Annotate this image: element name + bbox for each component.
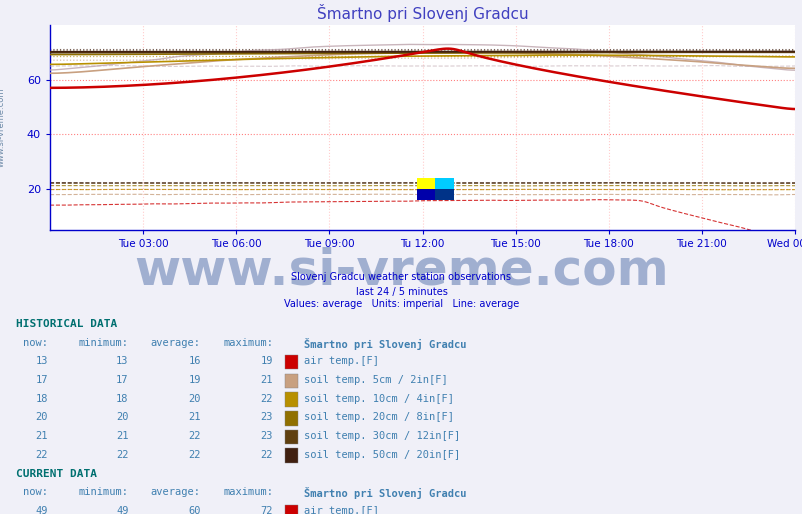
Text: CURRENT DATA: CURRENT DATA [16, 469, 97, 479]
Text: www.si-vreme.com: www.si-vreme.com [0, 88, 6, 167]
Text: 23: 23 [260, 431, 273, 441]
Bar [435, 189, 453, 200]
Text: last 24 / 5 minutes: last 24 / 5 minutes [355, 287, 447, 297]
Text: 19: 19 [188, 375, 200, 385]
Text: air temp.[F]: air temp.[F] [303, 356, 378, 366]
Text: 13: 13 [35, 356, 48, 366]
Text: soil temp. 20cm / 8in[F]: soil temp. 20cm / 8in[F] [303, 413, 453, 423]
Bar [417, 189, 435, 200]
Text: 22: 22 [188, 431, 200, 441]
Text: now:: now: [23, 338, 48, 348]
Text: 22: 22 [188, 450, 200, 460]
Text: maximum:: maximum: [223, 487, 273, 497]
Bar [285, 355, 298, 370]
Text: www.si-vreme.com: www.si-vreme.com [134, 246, 668, 294]
Bar [285, 411, 298, 426]
Text: 60: 60 [188, 506, 200, 514]
Text: Slovenj Gradcu weather station observations: Slovenj Gradcu weather station observati… [291, 272, 511, 282]
Title: Šmartno pri Slovenj Gradcu: Šmartno pri Slovenj Gradcu [316, 5, 528, 23]
Text: 19: 19 [260, 356, 273, 366]
Text: 17: 17 [35, 375, 48, 385]
Text: 18: 18 [35, 394, 48, 404]
Text: average:: average: [151, 487, 200, 497]
Bar [417, 178, 435, 189]
Text: 22: 22 [260, 450, 273, 460]
Text: 22: 22 [260, 394, 273, 404]
Bar [285, 392, 298, 407]
Text: soil temp. 5cm / 2in[F]: soil temp. 5cm / 2in[F] [303, 375, 447, 385]
Text: 21: 21 [188, 413, 200, 423]
Text: soil temp. 30cm / 12in[F]: soil temp. 30cm / 12in[F] [303, 431, 460, 441]
Text: 49: 49 [115, 506, 128, 514]
Bar [435, 178, 453, 189]
Bar [285, 449, 298, 463]
Text: HISTORICAL DATA: HISTORICAL DATA [16, 319, 117, 329]
Text: 20: 20 [188, 394, 200, 404]
Text: 13: 13 [115, 356, 128, 366]
Text: soil temp. 10cm / 4in[F]: soil temp. 10cm / 4in[F] [303, 394, 453, 404]
Text: 21: 21 [115, 431, 128, 441]
Text: 17: 17 [115, 375, 128, 385]
Text: minimum:: minimum: [79, 338, 128, 348]
Text: Šmartno pri Slovenj Gradcu: Šmartno pri Slovenj Gradcu [303, 338, 465, 350]
Text: average:: average: [151, 338, 200, 348]
Text: 18: 18 [115, 394, 128, 404]
Bar [285, 374, 298, 388]
Bar [285, 505, 298, 514]
Text: soil temp. 50cm / 20in[F]: soil temp. 50cm / 20in[F] [303, 450, 460, 460]
Text: Values: average   Units: imperial   Line: average: Values: average Units: imperial Line: av… [284, 299, 518, 309]
Text: 23: 23 [260, 413, 273, 423]
Text: Šmartno pri Slovenj Gradcu: Šmartno pri Slovenj Gradcu [303, 487, 465, 499]
Text: 21: 21 [35, 431, 48, 441]
Text: air temp.[F]: air temp.[F] [303, 506, 378, 514]
Text: 22: 22 [35, 450, 48, 460]
Text: 22: 22 [115, 450, 128, 460]
Text: 21: 21 [260, 375, 273, 385]
Text: 20: 20 [35, 413, 48, 423]
Text: now:: now: [23, 487, 48, 497]
Text: minimum:: minimum: [79, 487, 128, 497]
Text: 16: 16 [188, 356, 200, 366]
Text: maximum:: maximum: [223, 338, 273, 348]
Text: 20: 20 [115, 413, 128, 423]
Text: 72: 72 [260, 506, 273, 514]
Text: 49: 49 [35, 506, 48, 514]
Bar [285, 430, 298, 444]
